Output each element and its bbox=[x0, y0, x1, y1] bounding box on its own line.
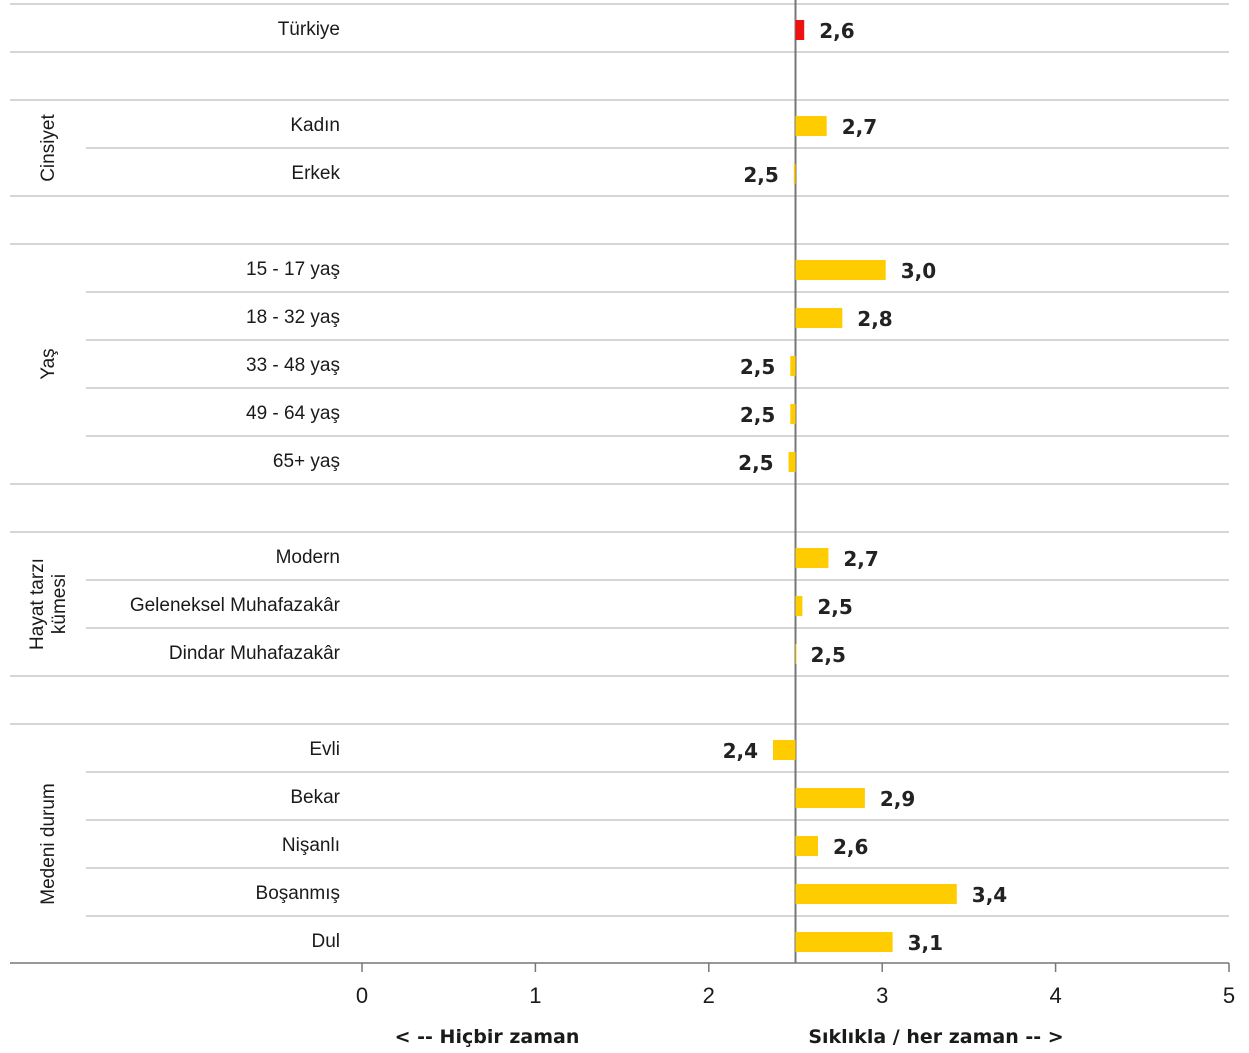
group-label: Hayat tarzı bbox=[27, 558, 48, 650]
row-label: 49 - 64 yaş bbox=[246, 403, 340, 424]
value-label: 2,8 bbox=[857, 307, 892, 331]
grid-layer bbox=[10, 0, 1229, 963]
x-tick-label: 3 bbox=[876, 983, 888, 1008]
row-label: Erkek bbox=[291, 163, 340, 184]
x-tick-label: 2 bbox=[703, 983, 715, 1008]
value-label: 2,6 bbox=[833, 835, 868, 859]
bar bbox=[795, 548, 829, 568]
value-label: 2,9 bbox=[880, 787, 915, 811]
value-label: 2,5 bbox=[743, 163, 778, 187]
value-label: 3,1 bbox=[908, 931, 943, 955]
row-label: 15 - 17 yaş bbox=[246, 259, 340, 280]
value-label: 2,7 bbox=[842, 115, 877, 139]
value-label: 2,4 bbox=[723, 739, 758, 763]
value-label: 3,0 bbox=[901, 259, 936, 283]
bar bbox=[795, 596, 803, 616]
x-tick-label: 5 bbox=[1223, 983, 1235, 1008]
axis-note-left: < -- Hiçbir zaman bbox=[395, 1026, 580, 1048]
x-tick-label: 1 bbox=[529, 983, 541, 1008]
value-label: 2,5 bbox=[740, 403, 775, 427]
bar bbox=[795, 788, 865, 808]
row-label: Nişanlı bbox=[282, 835, 340, 856]
bar bbox=[790, 356, 796, 376]
bar bbox=[795, 308, 843, 328]
row-label: 33 - 48 yaş bbox=[246, 355, 340, 376]
row-label: Geleneksel Muhafazakâr bbox=[130, 595, 341, 616]
x-tick-label: 4 bbox=[1049, 983, 1061, 1008]
value-label: 2,5 bbox=[811, 643, 846, 667]
label-layer: Türkiye 2,6 Kadın 2,7 Erkek 2,5 15 - 17 yaş 3,0… bbox=[27, 19, 1007, 955]
row-label: 65+ yaş bbox=[273, 451, 340, 472]
axis-note-right: Sıklıkla / her zaman -- > bbox=[808, 1026, 1063, 1048]
bar bbox=[795, 260, 886, 280]
row-label: Bekar bbox=[290, 787, 340, 808]
row-label: Boşanmış bbox=[256, 883, 340, 904]
bar bbox=[795, 644, 797, 664]
x-tick-label: 0 bbox=[356, 983, 368, 1008]
bar bbox=[795, 884, 957, 904]
bar bbox=[788, 452, 796, 472]
bar bbox=[795, 932, 893, 952]
bar bbox=[795, 20, 805, 40]
bar bbox=[795, 836, 818, 856]
row-label: 18 - 32 yaş bbox=[246, 307, 340, 328]
value-label: 2,5 bbox=[738, 451, 773, 475]
row-label: Dul bbox=[311, 931, 340, 952]
bar bbox=[793, 164, 796, 184]
group-label: Cinsiyet bbox=[38, 113, 59, 181]
row-label: Evli bbox=[309, 739, 340, 760]
value-label: 2,6 bbox=[819, 19, 854, 43]
group-label: Medeni durum bbox=[38, 783, 59, 904]
row-label: Kadın bbox=[290, 115, 340, 136]
bar bbox=[773, 740, 796, 760]
row-label: Türkiye bbox=[278, 19, 340, 40]
group-label: kümesi bbox=[49, 574, 70, 634]
bar bbox=[790, 404, 796, 424]
value-label: 2,7 bbox=[843, 547, 878, 571]
row-label: Dindar Muhafazakâr bbox=[169, 643, 341, 664]
value-label: 3,4 bbox=[972, 883, 1007, 907]
bar-layer bbox=[773, 20, 957, 952]
row-label: Modern bbox=[276, 547, 340, 568]
value-label: 2,5 bbox=[740, 355, 775, 379]
value-label: 2,5 bbox=[817, 595, 852, 619]
group-label: Yaş bbox=[38, 348, 59, 379]
bar bbox=[795, 116, 827, 136]
axis-layer: < -- Hiçbir zaman Sıklıkla / her zaman -… bbox=[10, 962, 1235, 1048]
